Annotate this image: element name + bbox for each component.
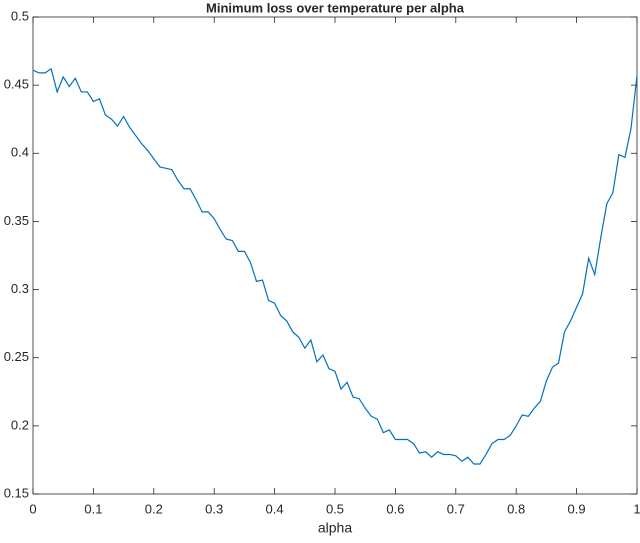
x-tick-label: 0 <box>29 501 36 516</box>
x-tick-label: 0.8 <box>507 501 525 516</box>
x-tick-label: 0.7 <box>447 501 465 516</box>
y-tick-label: 0.2 <box>11 417 29 432</box>
x-axis-label: alpha <box>318 520 352 536</box>
y-tick-label: 0.15 <box>4 485 29 500</box>
x-tick-label: 0.1 <box>84 501 102 516</box>
y-tick-label: 0.4 <box>11 145 29 160</box>
y-tick-label: 0.3 <box>11 281 29 296</box>
chart-title: Minimum loss over temperature per alpha <box>206 0 465 15</box>
x-tick-label: 0.4 <box>266 501 284 516</box>
x-tick-label: 0.6 <box>386 501 404 516</box>
y-tick-label: 0.25 <box>4 349 29 364</box>
x-tick-label: 0.9 <box>568 501 586 516</box>
x-tick-label: 0.2 <box>145 501 163 516</box>
x-tick-label: 0.3 <box>205 501 223 516</box>
data-line <box>32 67 638 465</box>
y-tick-label: 0.45 <box>4 77 29 92</box>
y-tick-label: 0.5 <box>11 8 29 23</box>
y-tick-label: 0.35 <box>4 213 29 228</box>
x-tick-label: 1 <box>633 501 640 516</box>
x-tick-label: 0.5 <box>326 501 344 516</box>
